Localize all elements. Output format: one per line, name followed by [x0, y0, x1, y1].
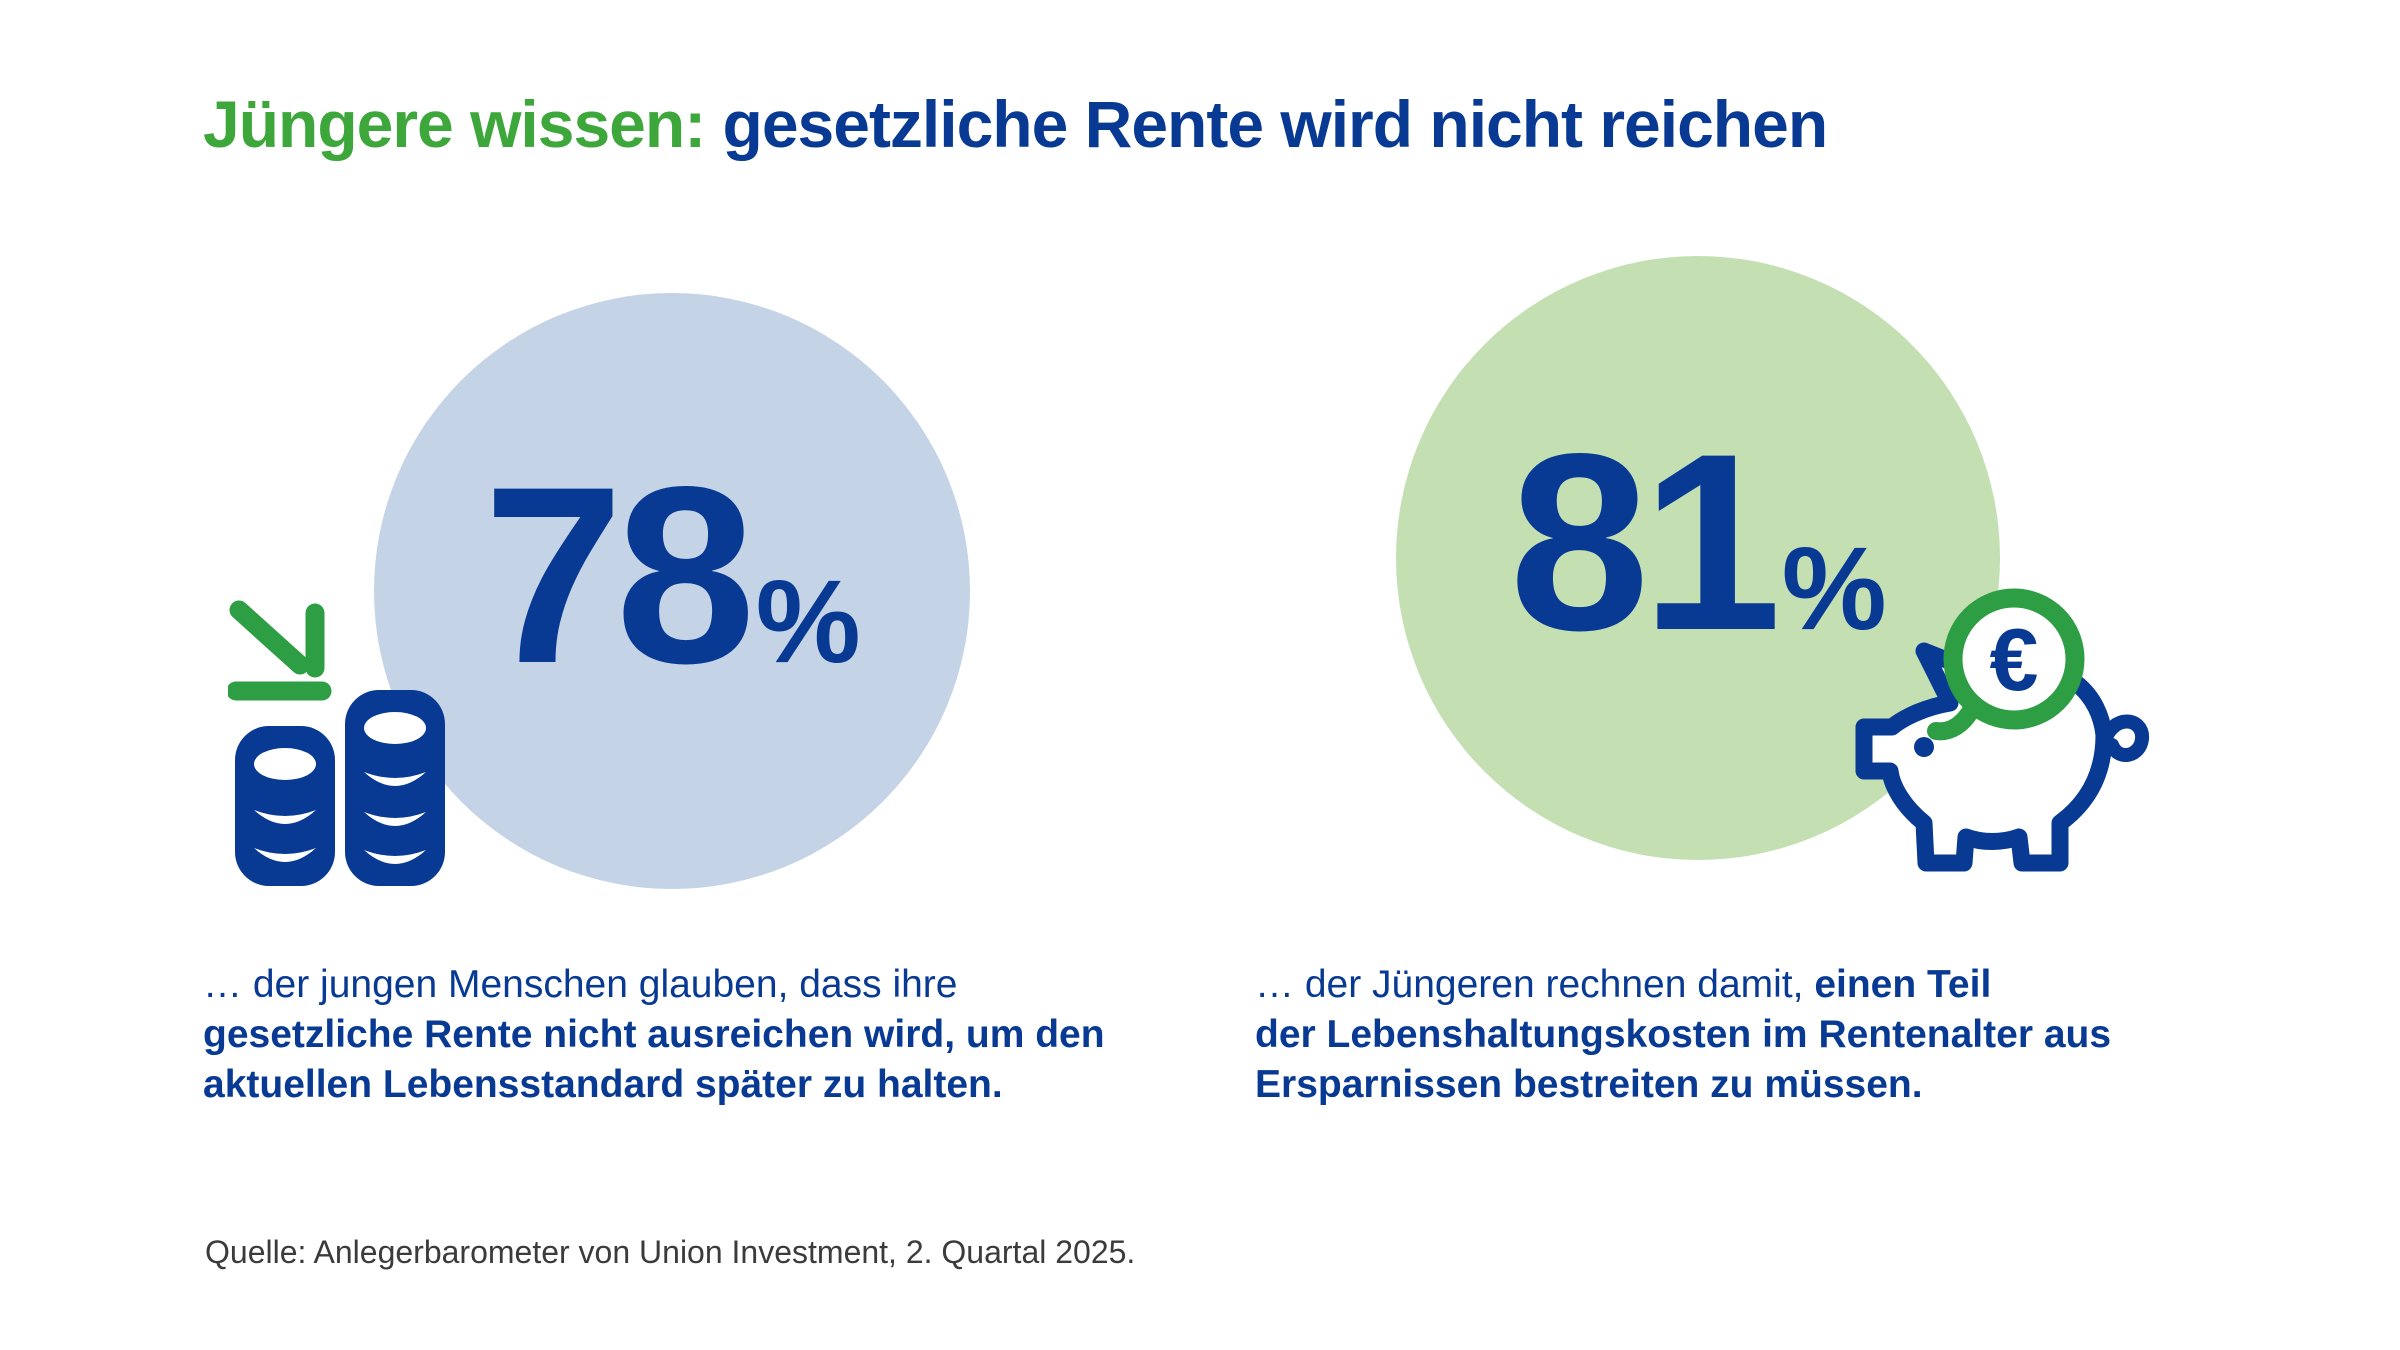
- coins-decrease-icon: [228, 600, 445, 886]
- source-note: Quelle: Anlegerbarometer von Union Inves…: [205, 1234, 1136, 1270]
- desc-left-line-2: gesetzliche Rente nicht ausreichen wird,…: [203, 1013, 1105, 1056]
- down-right-arrow-icon: [228, 600, 332, 701]
- coin-stack-short: [235, 726, 335, 886]
- title-highlight: Jüngere wissen:: [203, 87, 706, 161]
- title-rest: gesetzliche Rente wird nicht reichen: [705, 87, 1829, 161]
- stat-value-right: 81%: [1509, 398, 1886, 687]
- desc-right-line-2: der Lebenshaltungskosten im Rentenalter …: [1255, 1013, 2112, 1056]
- desc-left-line-1: … der jungen Menschen glauben, dass ihre: [203, 963, 958, 1006]
- stat-circle-left: 78%: [374, 293, 970, 889]
- stat-number-left: 78: [483, 434, 755, 716]
- coin-stack-tall: [345, 690, 445, 886]
- pig-tail-icon: [2097, 714, 2149, 762]
- pig-eye-icon: [1914, 737, 1934, 757]
- stat-percent-sign-right: %: [1781, 522, 1887, 655]
- piggy-bank-euro-icon: €: [1855, 588, 2149, 872]
- page-title: Jüngere wissen: gesetzliche Rente wird n…: [203, 86, 1829, 162]
- description-left: … der jungen Menschen glauben, dass ihre…: [203, 960, 1105, 1110]
- stat-circle-right: 81%: [1396, 256, 2000, 860]
- stat-number-right: 81: [1509, 401, 1781, 683]
- stat-percent-sign-left: %: [755, 555, 861, 688]
- euro-coin-icon: €: [1927, 588, 2085, 741]
- euro-symbol: €: [1990, 610, 2039, 709]
- desc-right-line-3: Ersparnissen bestreiten zu müssen.: [1255, 1063, 1923, 1106]
- desc-right-line-1: … der Jüngeren rechnen damit, einen Teil: [1255, 963, 1992, 1006]
- stat-value-left: 78%: [483, 431, 860, 720]
- desc-left-line-3: aktuellen Lebensstandard später zu halte…: [203, 1063, 1003, 1106]
- description-right: … der Jüngeren rechnen damit, einen Teil…: [1255, 960, 2111, 1110]
